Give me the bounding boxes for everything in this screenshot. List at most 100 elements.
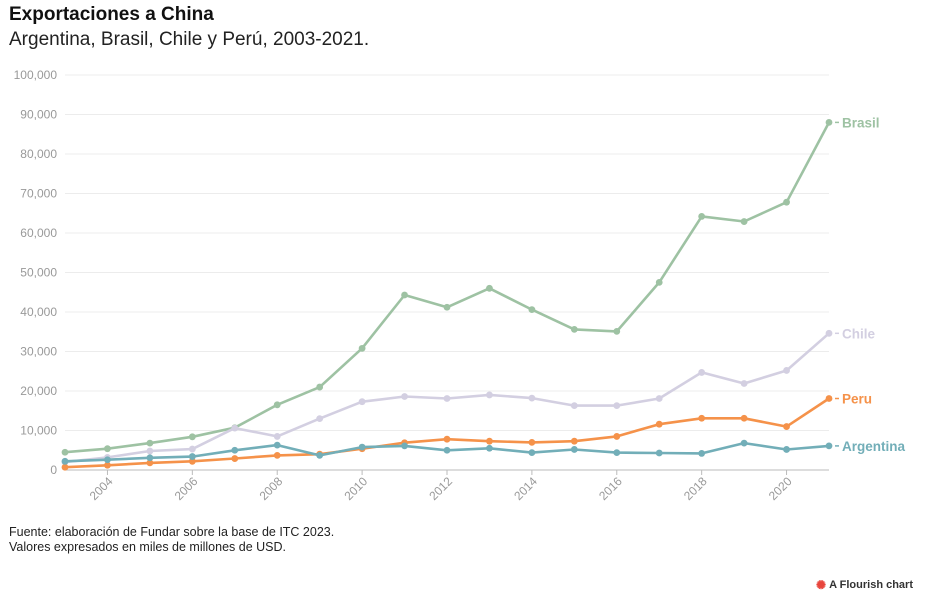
y-tick-label: 90,000 xyxy=(20,108,57,122)
data-point-argentina xyxy=(783,446,790,453)
data-point-chile xyxy=(146,447,154,455)
data-point-chile xyxy=(655,395,663,402)
data-point-peru xyxy=(443,435,451,443)
x-tick-label: 2008 xyxy=(257,474,286,503)
data-point-peru xyxy=(655,420,663,428)
footer-units: Valores expresados en miles de millones … xyxy=(9,540,286,554)
series-peru: Peru xyxy=(61,392,872,471)
chart-footer: Fuente: elaboración de Fundar sobre la b… xyxy=(9,525,334,555)
data-point-brasil xyxy=(104,445,111,453)
data-point-chile xyxy=(316,415,324,423)
data-point-brasil xyxy=(273,401,281,409)
data-point-argentina xyxy=(401,442,408,450)
y-tick-label: 20,000 xyxy=(20,384,57,398)
y-tick-label: 30,000 xyxy=(20,345,57,359)
data-point-chile xyxy=(401,393,408,400)
data-point-argentina xyxy=(358,443,366,451)
data-point-brasil xyxy=(61,448,69,456)
y-tick-label: 60,000 xyxy=(20,226,57,240)
data-point-peru xyxy=(61,463,69,471)
data-point-argentina xyxy=(655,449,663,457)
data-point-brasil xyxy=(146,439,154,447)
flourish-credit-text: A Flourish chart xyxy=(829,579,913,591)
data-point-argentina xyxy=(613,449,621,457)
data-point-peru xyxy=(273,451,281,459)
data-point-argentina xyxy=(104,456,111,464)
data-point-peru xyxy=(825,395,833,402)
data-point-chile xyxy=(486,391,493,399)
series-end-label-peru: Peru xyxy=(842,392,872,407)
x-tick-label: 2010 xyxy=(341,474,370,503)
y-tick-label: 10,000 xyxy=(20,424,57,438)
data-point-peru xyxy=(613,433,621,440)
data-point-brasil xyxy=(443,303,451,311)
data-point-chile xyxy=(698,369,706,376)
data-point-peru xyxy=(783,423,790,430)
y-tick-label: 50,000 xyxy=(20,266,57,280)
data-point-brasil xyxy=(825,119,833,126)
data-point-peru xyxy=(104,461,111,469)
data-point-argentina xyxy=(698,450,706,457)
data-point-brasil xyxy=(613,327,621,335)
y-tick-label: 0 xyxy=(50,463,57,477)
data-point-peru xyxy=(570,437,578,445)
series-end-label-argentina: Argentina xyxy=(842,439,905,454)
data-point-chile xyxy=(443,395,451,402)
data-point-chile xyxy=(570,402,578,410)
data-point-brasil xyxy=(401,291,408,299)
data-point-peru xyxy=(231,455,239,462)
data-point-argentina xyxy=(61,457,69,465)
y-tick-label: 40,000 xyxy=(20,305,57,319)
series-argentina: Argentina xyxy=(61,439,905,465)
x-tick-label: 2018 xyxy=(681,474,710,503)
data-point-peru xyxy=(146,459,154,467)
data-point-brasil xyxy=(740,218,748,225)
series-brasil: Brasil xyxy=(61,115,880,456)
line-chart: 0 10,000 20,000 30,000 40,000 50,000 60,000 70,… xyxy=(14,68,906,503)
data-point-chile xyxy=(231,424,239,432)
data-point-peru xyxy=(188,457,196,465)
flourish-logo-icon: ✺ xyxy=(816,578,827,592)
x-tick-label: 2006 xyxy=(172,474,201,503)
data-point-peru xyxy=(486,437,493,445)
data-point-argentina xyxy=(528,449,536,457)
series-chile: Chile xyxy=(61,326,875,466)
x-tick-label: 2014 xyxy=(511,474,540,503)
y-tick-label: 80,000 xyxy=(20,147,57,161)
data-point-argentina xyxy=(231,446,239,454)
data-point-peru xyxy=(740,414,748,422)
data-point-argentina xyxy=(825,442,833,450)
data-point-chile xyxy=(273,433,281,440)
chart-title: Exportaciones a China xyxy=(9,4,214,25)
data-point-brasil xyxy=(188,433,196,441)
data-point-chile xyxy=(358,398,366,406)
data-point-brasil xyxy=(486,284,493,292)
data-point-chile xyxy=(528,394,536,402)
footer-source: Fuente: elaboración de Fundar sobre la b… xyxy=(9,525,335,539)
data-point-brasil xyxy=(528,306,536,314)
x-tick-label: 2004 xyxy=(87,474,116,503)
data-point-peru xyxy=(528,438,536,446)
data-point-argentina xyxy=(570,446,578,453)
data-point-chile xyxy=(740,380,748,387)
data-point-chile xyxy=(188,445,196,453)
x-tick-label: 2016 xyxy=(596,474,625,503)
data-point-brasil xyxy=(698,213,706,220)
data-point-argentina xyxy=(146,454,154,462)
data-point-brasil xyxy=(316,383,324,391)
series-end-label-chile: Chile xyxy=(842,326,875,341)
data-point-chile xyxy=(825,329,833,337)
data-point-argentina xyxy=(188,453,196,460)
flourish-credit-link[interactable]: ✺ A Flourish chart xyxy=(816,578,913,592)
data-point-peru xyxy=(698,414,706,422)
data-point-brasil xyxy=(655,278,663,286)
data-point-brasil xyxy=(570,325,578,333)
series-line-brasil xyxy=(63,121,831,454)
data-point-argentina xyxy=(273,441,281,449)
data-point-argentina xyxy=(443,446,451,454)
data-point-chile xyxy=(613,402,621,410)
series-end-label-brasil: Brasil xyxy=(842,115,880,130)
chart-subtitle: Argentina, Brasil, Chile y Perú, 2003-20… xyxy=(9,29,370,50)
data-point-brasil xyxy=(783,198,790,206)
y-tick-label: 100,000 xyxy=(14,68,58,82)
